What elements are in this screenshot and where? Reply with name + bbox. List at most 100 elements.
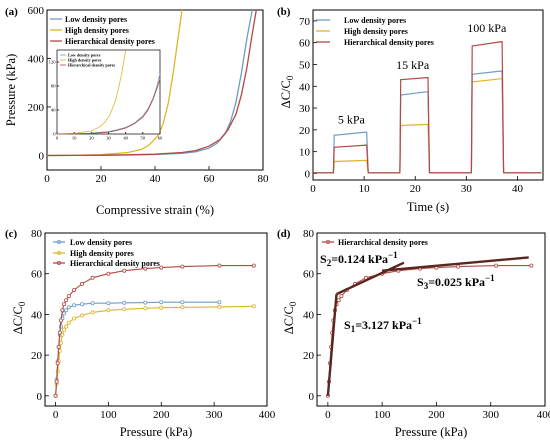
- panel-c-point-high: [90, 310, 95, 315]
- panel-a-inset-xtick-label: 30: [106, 136, 111, 141]
- panel-c-point-high: [122, 307, 127, 312]
- panel-c-point-hier: [60, 308, 65, 313]
- panel-a-inset-ytick-label: 0: [53, 132, 56, 137]
- panel-c-point-high: [64, 324, 69, 329]
- panel-c-xtick-label: 200: [153, 409, 170, 421]
- panel-a-inset-legend-low: Low density pores: [68, 53, 101, 58]
- panel-c-point-hier: [180, 264, 185, 269]
- panel-d-slope-s1-name: S: [344, 318, 351, 332]
- panel-c-point-low: [217, 300, 222, 305]
- panel-c-point-hier: [64, 298, 69, 303]
- panel-c-point-hier: [57, 330, 62, 335]
- panel-d-ylabel-main: ΔC/C: [282, 306, 296, 334]
- panel-c-point-hier: [80, 281, 85, 286]
- panel-a-inset-xtick-label: 0: [56, 136, 59, 141]
- panel-c-series-high: [55, 305, 254, 396]
- panel-a-ytick-label: 0: [39, 150, 45, 162]
- panel-c-xtick-label: 0: [53, 409, 59, 421]
- panel-b-xtick-label: 40: [512, 183, 524, 195]
- panel-d-ytick-label: 0: [309, 391, 315, 403]
- panel-b-legend-hier: Hierarchical density pores: [344, 38, 434, 47]
- panel-b-ytick-label: 70: [299, 16, 311, 28]
- panel-c-point-high: [60, 332, 65, 337]
- panel-b-x-ticks: 0 10 20 30 40: [310, 176, 523, 195]
- panel-c-point-high: [80, 313, 85, 318]
- panel-d-x-ticks: 0 100 200 300 400: [325, 402, 550, 421]
- panel-a-x-ticks: 0 20 40 60 80: [44, 166, 269, 185]
- panel-d-ylabel: ΔC/C0: [282, 301, 298, 334]
- panel-a-inset-ytick-label: 120: [49, 60, 57, 65]
- panel-a-inset-series-high: [56, 49, 127, 135]
- panel-c-point-low: [62, 311, 67, 316]
- panel-c-point-hier: [56, 344, 61, 349]
- panel-d-fit-line-3: [381, 256, 529, 272]
- panel-d-slope-s2: S2=0.124 kPa−1: [320, 250, 398, 268]
- panel-c-series: [53, 263, 256, 398]
- panel-d-slope-s3-name: S: [417, 275, 424, 289]
- panel-b-ytick-label: 10: [299, 147, 311, 159]
- panel-c-legend: Low density pores High density pores Hie…: [53, 238, 160, 268]
- panel-b-ytick-label: 50: [299, 59, 311, 71]
- panel-b-legend-low: Low density pores: [344, 16, 406, 25]
- panel-d-fits: [326, 256, 529, 396]
- panel-d-slope-s3-sup: −1: [485, 273, 495, 283]
- panel-c-point-high: [217, 304, 222, 309]
- panel-c-frame: [44, 232, 268, 407]
- panel-d-slope-s2-sup: −1: [388, 250, 398, 260]
- panel-d-y-ticks: 0 20 40 60 80: [303, 228, 321, 403]
- panel-c-ylabel: ΔC/C0: [11, 301, 27, 334]
- panel-c-point-hier: [72, 287, 77, 292]
- panel-d-slope-s1-value: =3.127 kPa: [355, 318, 412, 332]
- panel-b-legend-high: High density pores: [344, 27, 408, 36]
- panel-c-point-low: [72, 303, 77, 308]
- panel-c-point-high: [62, 327, 67, 332]
- panel-c-ytick-label: 0: [37, 391, 43, 403]
- panel-b-xtick-label: 0: [310, 183, 316, 195]
- panel-b-ylabel: ΔC/C0: [279, 75, 295, 108]
- panel-c-point-hier: [159, 265, 164, 270]
- panel-a-series-hier: [46, 9, 257, 157]
- panel-c-point-high: [66, 320, 71, 325]
- panel-a-series: [46, 9, 257, 157]
- panel-b-xlabel: Time (s): [407, 200, 449, 214]
- panel-c-ylabel-main: ΔC/C: [11, 306, 25, 334]
- panel-a-inset-series: [56, 49, 161, 135]
- panel-b-ylabel-sub: 0: [285, 75, 295, 80]
- panel-c-legend-marker-low: [57, 239, 62, 244]
- panel-c-point-low: [122, 300, 127, 305]
- panel-d-point-hier: [529, 263, 534, 268]
- panel-c-point-hier: [217, 263, 222, 268]
- panel-b-xtick-label: 30: [461, 183, 473, 195]
- panel-c-point-low: [143, 300, 148, 305]
- panel-d-slope-s3-sub: 3: [424, 281, 429, 291]
- panel-c-point-high: [106, 308, 111, 313]
- panel-c-point-high: [143, 306, 148, 311]
- panel-d-slope-s1-sup: −1: [412, 316, 422, 326]
- panel-d-legend-marker-hier: [325, 239, 330, 244]
- panel-c-ytick-label: 20: [31, 350, 43, 362]
- panel-d-xtick-label: 400: [537, 409, 550, 421]
- panel-d-frame: [316, 232, 546, 407]
- panel-a-ylabel: Pressure (kPa): [4, 54, 18, 127]
- panel-b-ytick-label: 20: [299, 125, 311, 137]
- panel-c-point-low: [64, 308, 69, 313]
- panel-d-point-hier: [336, 298, 341, 303]
- panel-b-annotation-2: 15 kPa: [396, 58, 430, 72]
- panel-b-ytick-label: 30: [299, 103, 311, 115]
- panel-d-ytick-label: 20: [303, 350, 315, 362]
- panel-a-legend-hier: Hierarchical density pores: [65, 37, 155, 46]
- panel-c-point-low: [80, 302, 85, 307]
- panel-c-legend-marker-hier: [57, 260, 62, 265]
- panel-a-y-ticks: 0 200 400 600: [28, 5, 51, 162]
- panel-a-xtick-label: 40: [150, 173, 162, 185]
- panel-a-ytick-label: 600: [28, 5, 45, 17]
- panel-b-ytick-label: 40: [299, 81, 311, 93]
- panel-a-inset-legend-hier: Hierarchical density pores: [68, 63, 115, 68]
- panel-c-point-hier: [53, 393, 58, 398]
- panel-c-point-hier: [143, 266, 148, 271]
- panel-d-ytick-label: 80: [303, 228, 315, 240]
- panel-d-ytick-label: 40: [303, 309, 315, 321]
- panel-c-legend-low: Low density pores: [70, 238, 132, 247]
